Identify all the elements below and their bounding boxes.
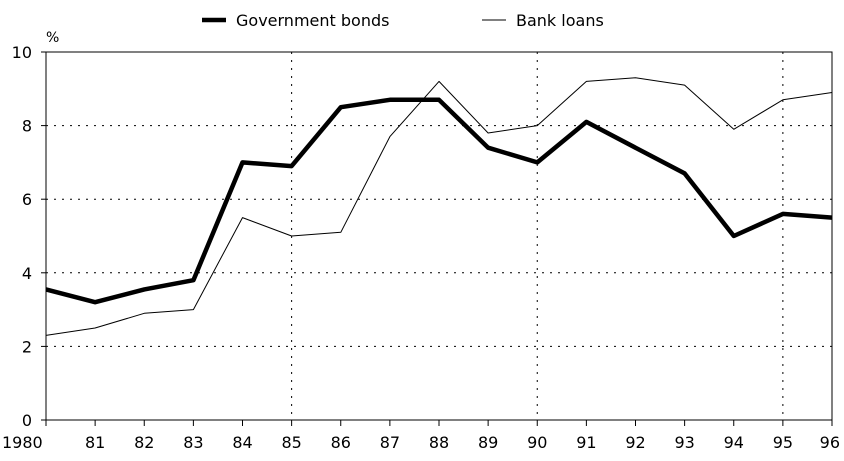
x-tick-label-94: 94 — [724, 433, 744, 452]
axes — [46, 52, 832, 420]
x-axis-ticks: 1980 81 82 83 84 85 86 87 88 89 90 91 92 93 94 95 96 — [2, 420, 840, 452]
y-tick-label-2: 2 — [22, 337, 32, 356]
grid — [46, 52, 832, 420]
series-lines — [46, 78, 832, 336]
x-tick-label-96: 96 — [820, 433, 840, 452]
x-tick-label-81: 81 — [85, 433, 105, 452]
series-line-government-bonds — [46, 100, 832, 302]
x-tick-label-84: 84 — [232, 433, 252, 452]
legend: Government bonds Bank loans — [202, 11, 604, 30]
series-line-bank-loans — [46, 78, 832, 336]
x-tick-label-92: 92 — [625, 433, 645, 452]
x-tick-label-83: 83 — [183, 433, 203, 452]
x-tick-label-91: 91 — [576, 433, 596, 452]
x-tick-label-93: 93 — [674, 433, 694, 452]
x-tick-label-89: 89 — [478, 433, 498, 452]
legend-label-government-bonds: Government bonds — [236, 11, 389, 30]
legend-label-bank-loans: Bank loans — [516, 11, 604, 30]
x-tick-label-87: 87 — [380, 433, 400, 452]
x-tick-label-90: 90 — [527, 433, 547, 452]
plot-frame — [46, 52, 832, 420]
y-axis-unit-label: % — [46, 30, 59, 46]
y-tick-label-0: 0 — [22, 411, 32, 430]
y-tick-label-8: 8 — [22, 117, 32, 136]
y-axis-ticks: 0 2 4 6 8 10 — [12, 43, 46, 430]
x-tick-label-95: 95 — [773, 433, 793, 452]
x-tick-label-85: 85 — [281, 433, 301, 452]
y-tick-label-4: 4 — [22, 264, 32, 283]
x-tick-label-88: 88 — [429, 433, 449, 452]
x-tick-label-82: 82 — [134, 433, 154, 452]
x-tick-label-1980: 1980 — [2, 433, 43, 452]
x-tick-label-86: 86 — [331, 433, 351, 452]
y-tick-label-10: 10 — [12, 43, 32, 62]
y-tick-label-6: 6 — [22, 190, 32, 209]
